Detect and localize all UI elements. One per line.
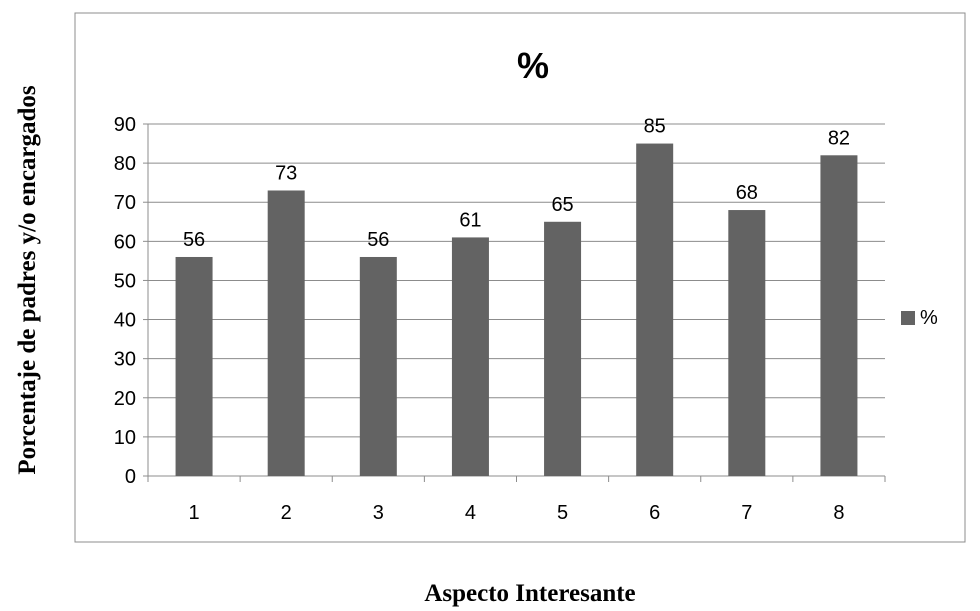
data-label: 85 (644, 116, 666, 138)
bar (267, 190, 305, 476)
y-tick-label: 20 (114, 388, 136, 410)
y-tick-label: 10 (114, 427, 136, 449)
bar (359, 256, 397, 476)
y-tick-label: 0 (125, 466, 136, 488)
bar (451, 237, 489, 476)
y-tick-label: 50 (114, 270, 136, 292)
data-label: 68 (736, 182, 758, 204)
y-axis-label: Porcentaje de padres y/o encargados (14, 85, 41, 475)
bar (175, 256, 213, 476)
x-axis-ticks: 1 2 3 4 5 6 7 8 (147, 476, 886, 524)
data-label: 61 (459, 209, 481, 231)
chart-title: % (517, 45, 549, 86)
x-tick-label: 2 (281, 502, 292, 524)
data-label: 56 (183, 229, 205, 251)
y-tick-label: 30 (114, 349, 136, 371)
data-label: 65 (551, 194, 573, 216)
bar (728, 210, 766, 477)
data-label: 56 (367, 229, 389, 251)
y-tick-label: 90 (114, 114, 136, 136)
legend: % (901, 307, 938, 329)
bar (636, 143, 674, 477)
bars: 56 73 56 61 65 85 68 82 (175, 116, 858, 477)
y-tick-label: 70 (114, 192, 136, 214)
x-tick-label: 7 (741, 502, 752, 524)
chart-frame (74, 12, 966, 543)
x-tick-label: 8 (833, 502, 844, 524)
x-tick-label: 3 (373, 502, 384, 524)
bar (544, 221, 582, 476)
y-tick-label: 60 (114, 231, 136, 253)
x-tick-label: 1 (189, 502, 200, 524)
x-tick-label: 6 (649, 502, 660, 524)
legend-label: % (920, 307, 938, 329)
data-label: 73 (275, 162, 297, 184)
x-tick-label: 4 (465, 502, 476, 524)
legend-swatch (901, 311, 915, 325)
bar (820, 155, 858, 477)
x-tick-label: 5 (557, 502, 568, 524)
y-tick-label: 40 (114, 310, 136, 332)
y-axis-ticks: 0 10 20 30 40 50 60 70 80 90 (114, 114, 149, 488)
data-label: 82 (828, 127, 850, 149)
x-axis-label: Aspecto Interesante (424, 580, 636, 607)
y-tick-label: 80 (114, 153, 136, 175)
y-axis-label-wrap: Porcentaje de padres y/o encargados (0, 0, 60, 560)
